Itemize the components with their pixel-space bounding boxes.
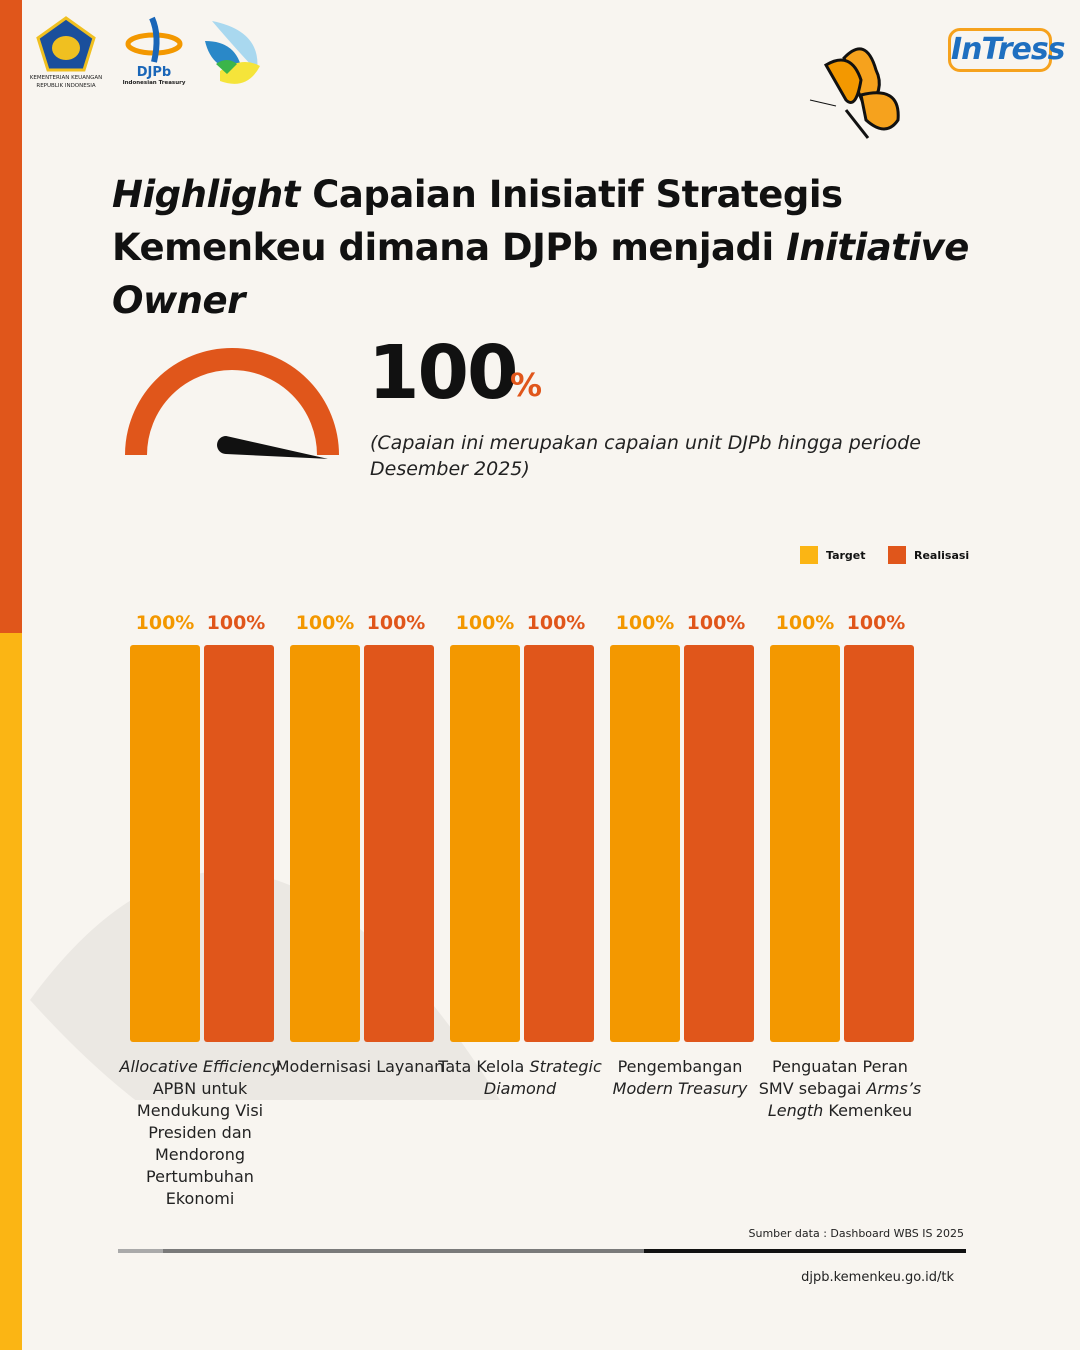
category-label: Penguatan Peran SMV sebagai Arms’s Lengt… (758, 1057, 922, 1120)
gauge (125, 348, 339, 459)
gauge-needle (217, 436, 328, 459)
intress-logo: InTress (948, 28, 1066, 72)
leaf-logo-icon (205, 21, 260, 84)
bar-target (290, 645, 360, 1042)
gauge-arc (125, 348, 339, 456)
legend-target: Target (800, 546, 866, 564)
category-label: Modernisasi Layanan (275, 1057, 445, 1076)
bar-realisasi (364, 645, 434, 1042)
data-label: 100% (367, 612, 426, 634)
source-note: Sumber data : Dashboard WBS IS 2025 (748, 1227, 964, 1240)
djpb-logo-text: DJPb Indonesian Treasury (122, 65, 186, 86)
page-title: Highlight Capaian Inisiatif Strategis Ke… (112, 173, 969, 322)
category-label: Pengembangan Modern Treasury (612, 1057, 748, 1098)
butterfly-icon (809, 47, 900, 139)
legend-swatch-target (800, 546, 818, 564)
bar-realisasi (204, 645, 274, 1042)
website-url: djpb.kemenkeu.go.id/tk (801, 1270, 954, 1285)
bar-realisasi (524, 645, 594, 1042)
divider (163, 1249, 644, 1253)
kemenkeu-logo-text: KEMENTERIAN KEUANGAN REPUBLIK INDONESIA (29, 75, 103, 89)
gauge-unit: % (510, 366, 543, 404)
data-label: 100% (527, 612, 586, 634)
divider (118, 1249, 163, 1253)
bar-realisasi (844, 645, 914, 1042)
side-accent-yellow (0, 633, 22, 1350)
bar-target (610, 645, 680, 1042)
divider (644, 1249, 966, 1253)
bar-target (450, 645, 520, 1042)
category-label: Allocative Efficiency APBN untuk Menduku… (119, 1057, 281, 1208)
data-label: 100% (687, 612, 746, 634)
bar-chart: 100% 100% 100% 100% 100% 100% 100% 100% 100% 100% (30, 612, 914, 1100)
bar-target (130, 645, 200, 1042)
data-label: 100% (456, 612, 515, 634)
category-label: Tata Kelola Strategic Diamond (438, 1057, 602, 1098)
data-label: 100% (847, 612, 906, 634)
gauge-value: 100 (368, 330, 518, 416)
djpb-logo-icon (125, 16, 183, 63)
legend-swatch-realisasi (888, 546, 906, 564)
gauge-note: (Capaian ini merupakan capaian unit DJPb… (370, 432, 921, 480)
data-label: 100% (207, 612, 266, 634)
data-label: 100% (776, 612, 835, 634)
bar-target (770, 645, 840, 1042)
kemenkeu-logo-icon (36, 16, 96, 72)
data-label: 100% (616, 612, 675, 634)
legend-realisasi: Realisasi (888, 546, 969, 564)
bar-realisasi (684, 645, 754, 1042)
side-accent-orange (0, 0, 22, 633)
data-label: 100% (136, 612, 195, 634)
data-label: 100% (296, 612, 355, 634)
